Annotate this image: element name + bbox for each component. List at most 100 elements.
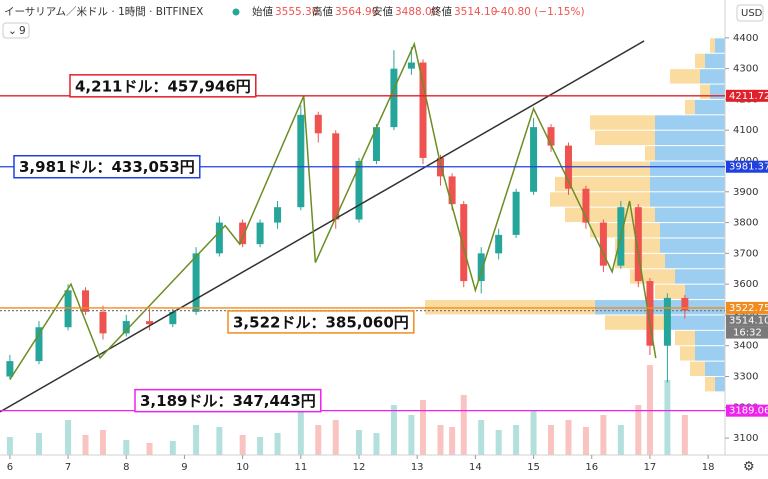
price-tag	[726, 301, 768, 314]
ohlc-label: 高値	[312, 5, 333, 18]
volume-bar	[315, 425, 322, 455]
candle-body	[599, 222, 607, 266]
profile-bar	[705, 376, 715, 392]
x-tick-label: 15	[527, 462, 540, 473]
profile-bar	[655, 284, 685, 300]
price-tag-label: 4211.72	[729, 91, 768, 102]
candle-body	[390, 68, 398, 128]
candle-body	[419, 62, 427, 158]
profile-bar	[605, 315, 665, 330]
ohlc-change: −40.80 (−1.15%)	[492, 6, 585, 18]
candle-body	[332, 133, 340, 220]
profile-bar	[590, 223, 660, 238]
profile-bar	[695, 99, 725, 115]
profile-bar	[550, 192, 650, 207]
candle-body	[477, 253, 485, 282]
profile-bar	[650, 176, 725, 192]
profile-bar	[710, 84, 725, 99]
volume-bar	[274, 433, 281, 455]
candle-body	[274, 207, 282, 223]
y-tick-label: 3900	[733, 187, 758, 198]
candle-body	[663, 297, 671, 346]
indicator-value: 9	[19, 25, 26, 37]
profile-bar	[705, 53, 725, 69]
annotation-text: 3,522ドル：385,060円	[233, 313, 409, 331]
volume-bar	[565, 420, 572, 455]
indicator-chevron: ⌄	[8, 25, 17, 37]
x-tick-label: 8	[123, 462, 129, 473]
ohlc-label: 安値	[372, 5, 393, 18]
profile-bar	[590, 115, 655, 130]
volume-bar	[356, 430, 363, 455]
profile-bar	[660, 238, 725, 253]
candle-body	[35, 327, 43, 362]
profile-bar	[695, 330, 725, 346]
profile-bar	[655, 207, 725, 223]
profile-bar	[655, 130, 725, 146]
profile-bar	[680, 346, 695, 361]
price-tag-label: 3514.10	[729, 316, 768, 327]
volume-bar	[257, 437, 264, 455]
candle-body	[256, 222, 264, 245]
volume-bar	[169, 441, 176, 455]
profile-bar	[710, 38, 715, 53]
x-tick-label: 12	[353, 462, 366, 473]
profile-bar	[695, 53, 705, 69]
currency: USD	[741, 8, 763, 19]
y-tick-label: 3100	[733, 433, 758, 444]
volume-bar	[513, 425, 520, 455]
profile-bar	[675, 330, 695, 346]
volume-bar	[123, 440, 130, 455]
candle-body	[681, 297, 689, 311]
ohlc-label: 終値	[431, 5, 452, 18]
volume-bar	[373, 433, 380, 455]
price-tag-label: 3981.37	[729, 162, 768, 173]
candle-body	[64, 290, 72, 328]
candle-body	[512, 191, 520, 235]
candle-body	[530, 127, 538, 192]
profile-bar	[645, 146, 655, 161]
volume-bar	[635, 405, 642, 455]
x-tick-label: 6	[7, 462, 13, 473]
profile-bar	[655, 115, 725, 130]
candle-body	[634, 207, 642, 282]
profile-bar	[595, 130, 655, 146]
y-tick-label: 3800	[733, 218, 758, 229]
candle-body	[6, 361, 14, 377]
volume-bar	[617, 425, 624, 455]
volume-bar	[449, 427, 456, 455]
ohlc-value: 3514.10	[454, 6, 497, 18]
x-tick-label: 9	[181, 462, 187, 473]
volume-bar	[297, 410, 304, 455]
profile-bar	[570, 161, 650, 176]
price-tag-label: 3522.75	[729, 303, 768, 314]
volume-bar	[6, 437, 13, 455]
profile-bar	[700, 84, 710, 99]
price-tag-label: 3189.06	[729, 406, 768, 417]
profile-bar	[695, 346, 725, 361]
candle-body	[122, 321, 130, 334]
profile-bar	[690, 361, 705, 376]
profile-bar	[715, 38, 725, 53]
countdown-tag	[726, 326, 768, 339]
candle-body	[82, 290, 90, 312]
candle-body	[314, 114, 322, 134]
settings-icon[interactable]: ⚙	[743, 460, 755, 475]
volume-bar	[478, 420, 485, 455]
annotation-text: 3,189ドル：347,443円	[140, 392, 316, 410]
profile-bar	[705, 361, 725, 376]
symbol: イーサリアム／米ドル · 1時間 · BITFINEX	[4, 5, 203, 18]
profile-bar	[650, 161, 725, 176]
candle-body	[169, 311, 177, 325]
profile-bar	[425, 300, 595, 315]
candle-body	[547, 127, 555, 146]
volume-bar	[193, 425, 200, 455]
currency-box[interactable]	[736, 4, 764, 22]
volume-bar	[239, 435, 246, 455]
volume-bar	[548, 425, 555, 455]
y-tick-label: 3300	[733, 371, 758, 382]
price-tag	[726, 404, 768, 417]
candle-body	[495, 234, 503, 254]
indicator-toggle[interactable]	[2, 22, 30, 39]
